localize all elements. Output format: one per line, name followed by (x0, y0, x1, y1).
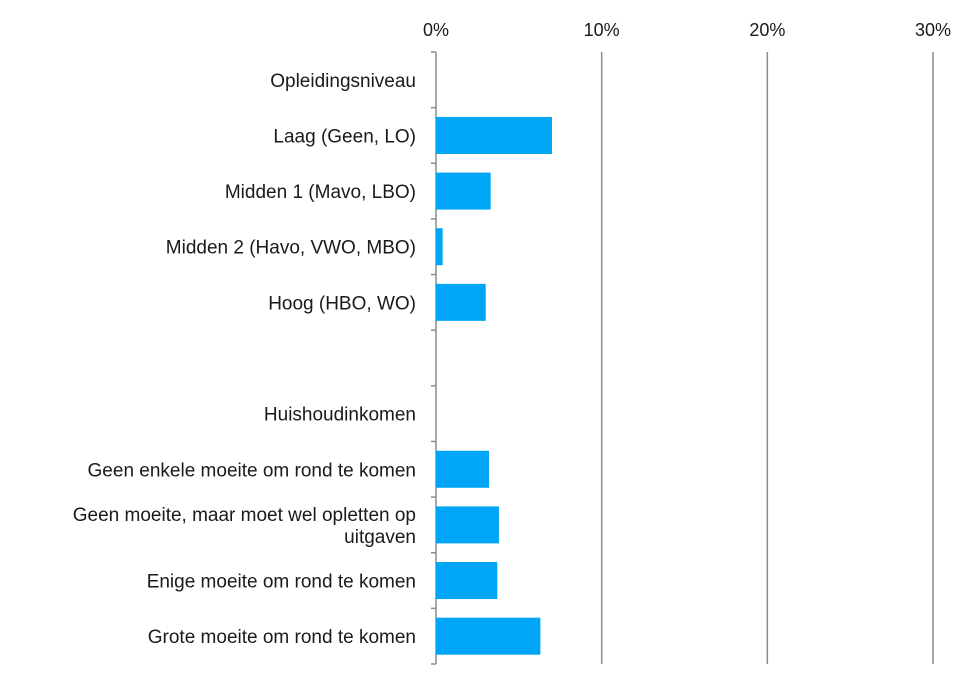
category-label: Laag (Geen, LO) (273, 126, 416, 147)
category-label: Huishoudinkomen (264, 405, 416, 426)
category-label: Hoog (HBO, WO) (268, 293, 416, 314)
x-tick-label: 0% (423, 20, 449, 40)
bar (436, 116, 552, 154)
category-label: Midden 1 (Mavo, LBO) (225, 182, 416, 203)
category-label: Midden 2 (Havo, VWO, MBO) (166, 238, 416, 259)
category-label: Geen enkele moeite om rond te komen (88, 460, 416, 481)
x-tick-label: 20% (749, 20, 785, 40)
category-label: Geen moeite, maar moet wel opletten op ui… (73, 505, 416, 548)
bar (436, 283, 486, 321)
bar (436, 228, 443, 266)
x-tick-label: 30% (915, 20, 951, 40)
category-label: Enige moeite om rond te komen (147, 572, 416, 593)
bar (436, 506, 499, 544)
bar (436, 172, 491, 210)
bar (436, 617, 541, 655)
bar (436, 562, 498, 600)
category-label: Opleidingsniveau (270, 71, 416, 92)
x-tick-label: 10% (584, 20, 620, 40)
category-label: Grote moeite om rond te komen (148, 627, 416, 648)
bar (436, 450, 490, 488)
